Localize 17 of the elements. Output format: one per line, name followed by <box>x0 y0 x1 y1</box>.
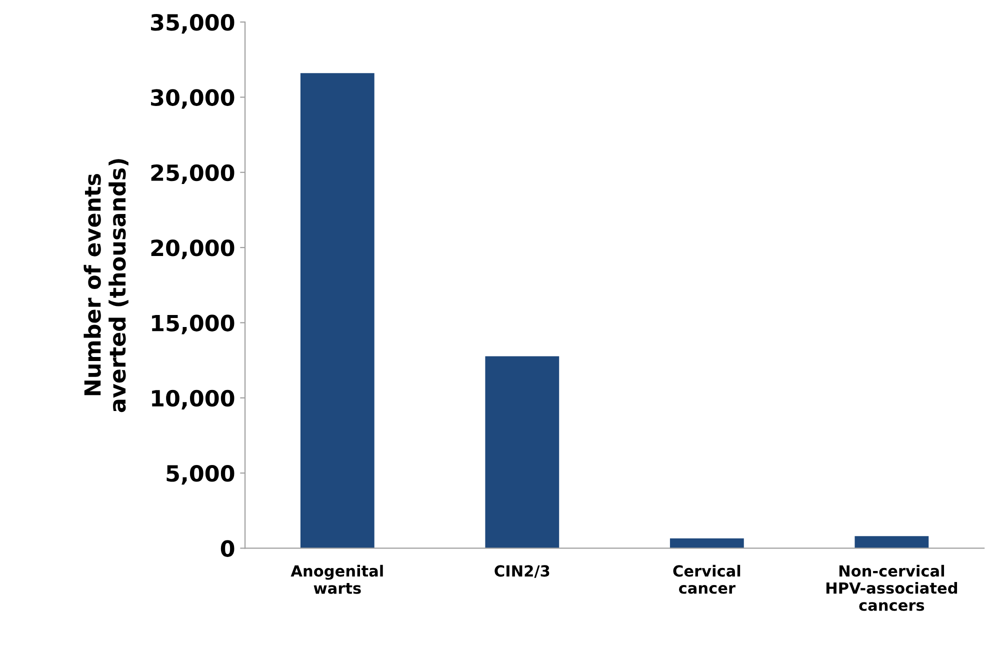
y-tick-label: 25,000 <box>151 164 234 184</box>
y-tick-label: 10,000 <box>152 390 234 410</box>
y-tick-label: 35,000 <box>151 14 234 34</box>
bar <box>670 538 744 548</box>
y-axis-title: Number of events averted (thousands) <box>84 159 128 412</box>
bar <box>485 356 560 548</box>
x-tick-label: Anogenital warts <box>290 564 383 594</box>
x-tick-label: Cervical cancer <box>673 564 740 594</box>
bar <box>300 73 374 548</box>
y-tick-label: 15,000 <box>152 314 234 334</box>
x-tick-label: CIN2/3 <box>494 565 550 578</box>
y-tick-label: 30,000 <box>151 89 234 109</box>
y-tick-label: 0 <box>220 540 234 557</box>
y-tick-label: 5,000 <box>166 464 234 485</box>
bar <box>854 536 929 548</box>
x-tick-label: Non-cervical HPV-associated cancers <box>826 564 958 611</box>
y-tick-label: 20,000 <box>151 239 234 260</box>
